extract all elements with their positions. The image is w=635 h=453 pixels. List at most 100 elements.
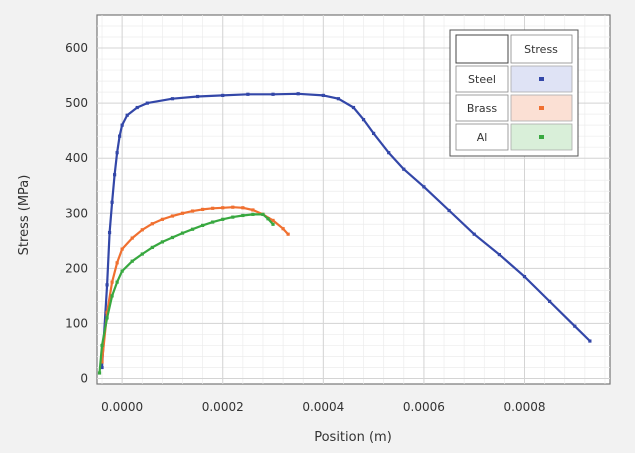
data-point-al [120,269,124,273]
data-point-al [140,252,144,256]
data-point-brass [115,261,119,265]
legend-label-al: Al [477,131,488,144]
data-point-al [97,371,102,375]
data-point-brass [251,208,255,212]
data-point-brass [221,206,225,210]
data-point-steel [588,339,592,343]
data-point-al [160,240,164,244]
data-point-steel [548,299,552,303]
y-tick-label: 500 [65,96,88,110]
data-point-brass [120,247,124,251]
data-point-brass [211,206,215,210]
data-point-al [170,235,175,240]
data-point-al [115,280,119,284]
data-point-al [190,227,195,231]
data-point-al [266,217,270,221]
data-point-steel [125,113,129,117]
data-point-steel [387,151,391,155]
data-point-brass [201,207,205,212]
legend-swatch-cell [510,65,573,93]
data-point-steel [195,94,200,99]
data-point-steel [113,173,117,177]
data-point-steel [472,232,476,236]
legend-label-brass: Brass [467,102,498,115]
data-point-steel [321,93,325,98]
data-point-al [271,222,275,226]
y-tick-label: 300 [65,206,88,220]
x-axis-label: Position (m) [314,430,392,445]
data-point-steel [271,92,275,96]
data-point-steel [372,131,376,136]
data-point-steel [105,283,109,287]
data-point-steel [246,92,250,96]
data-point-al [211,220,215,224]
data-point-brass [231,205,235,209]
data-point-steel [573,324,577,328]
data-point-brass [190,209,195,213]
legend-label-cell [455,123,509,151]
x-tick-label: 0.0008 [504,400,546,414]
data-point-brass [271,218,275,223]
legend-header-cell [510,34,573,64]
data-point-steel [497,252,501,257]
data-point-steel [100,365,104,370]
data-point-brass [130,236,134,240]
data-point-steel [120,123,124,127]
legend-marker-brass [539,106,544,110]
series-line-brass [100,206,290,364]
grid-lines [97,15,610,384]
data-point-steel [110,200,114,204]
data-point-brass [286,232,290,236]
legend: Stress Steel Brass Al [449,29,579,157]
y-axis-label: Stress (MPa) [17,175,32,256]
data-point-steel [118,134,122,138]
legend-corner-cell [455,34,509,64]
data-point-steel [447,208,451,213]
data-point-steel [135,105,139,110]
series-line-al [98,213,275,375]
legend-swatch-cell [510,123,573,151]
data-point-steel [361,118,366,122]
data-point-steel [296,92,300,96]
data-point-al [130,259,134,263]
data-point-steel [402,167,406,171]
x-tick-label: 0.0000 [101,400,143,414]
data-point-brass [150,222,154,226]
data-point-steel [170,97,175,101]
x-tick-label: 0.0006 [403,400,445,414]
data-point-steel [336,97,341,101]
data-point-steel [107,230,112,235]
y-tick-label: 0 [80,371,88,385]
data-point-al [261,212,265,216]
data-point-al [241,213,245,218]
data-point-brass [110,280,114,284]
data-point-brass [100,360,104,364]
data-point-steel [115,151,119,155]
data-point-al [201,223,205,227]
data-point-brass [160,217,164,221]
y-tick-label: 100 [65,316,88,330]
data-point-al [100,343,104,348]
legend-label-cell [455,94,509,122]
legend-marker-steel [539,77,544,81]
y-tick-label: 600 [65,41,88,55]
data-point-brass [170,214,175,218]
data-point-brass [105,310,109,315]
series-line-steel [100,92,592,369]
data-point-steel [145,101,149,105]
data-point-al [110,294,114,298]
legend-header: Stress [524,43,558,56]
data-point-al [105,316,109,320]
x-tick-label: 0.0004 [302,400,344,414]
data-point-al [231,215,235,219]
y-tick-label: 200 [65,261,88,275]
data-point-steel [351,105,356,110]
series-lines [97,92,592,375]
legend-label-steel: Steel [468,73,496,86]
data-point-steel [221,93,225,98]
data-point-al [180,231,185,235]
data-point-al [221,217,225,221]
legend-label-cell [455,65,509,93]
data-point-al [150,245,154,250]
